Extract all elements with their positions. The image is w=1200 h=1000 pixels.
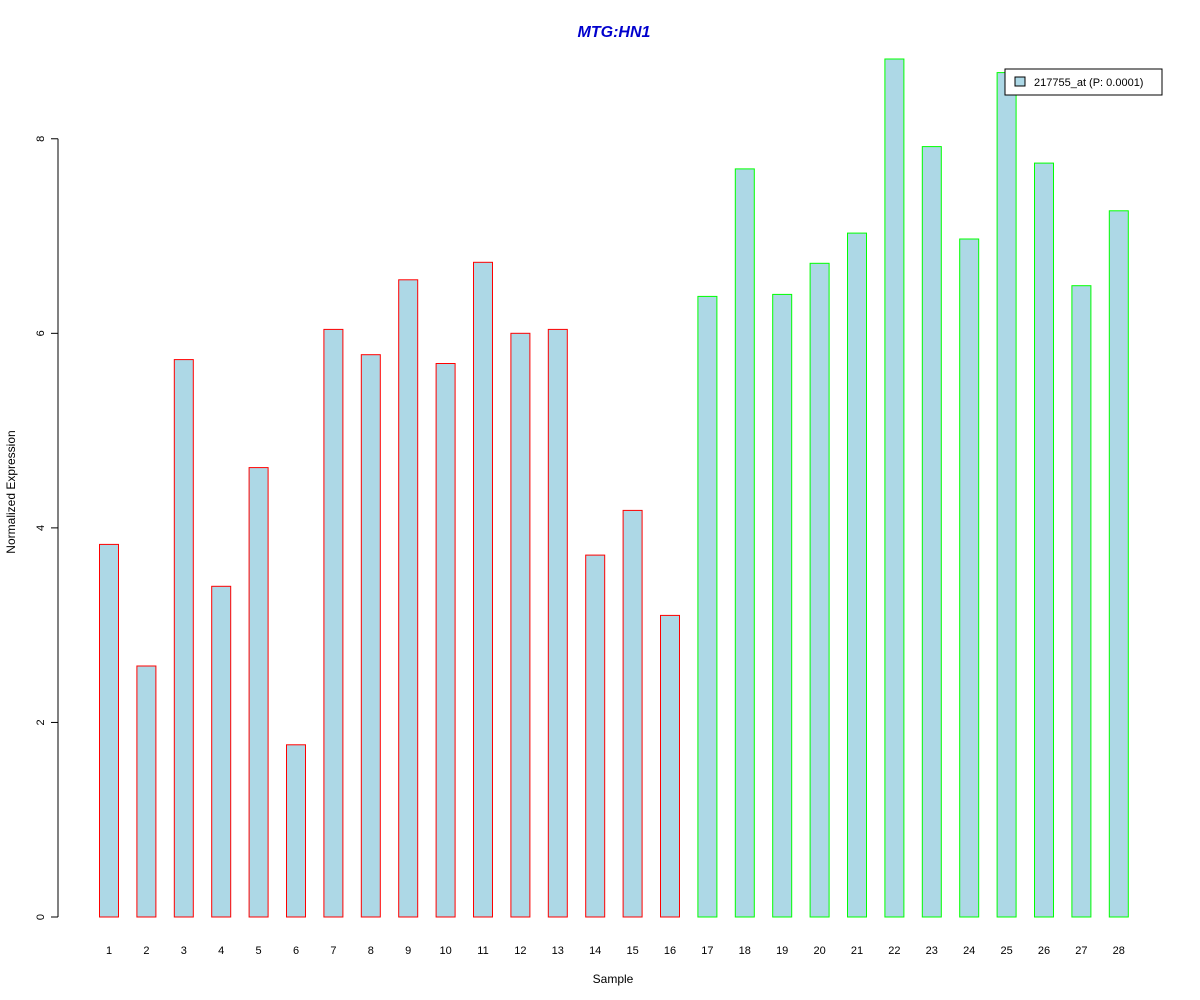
x-axis-tick-label: 27 (1075, 945, 1087, 957)
y-axis-tick-label: 6 (35, 330, 47, 336)
bar-sample-28 (1108, 210, 1129, 918)
x-axis-tick-label: 21 (851, 945, 863, 957)
x-axis-tick-label: 5 (256, 945, 262, 957)
x-axis-tick-labels: 1 2 3 4 5 6 7 8 9 10 11 12 13 14 15 16 17 18 19 20 21 22 23 24 2… (106, 945, 1125, 957)
bar-sample-27 (1071, 285, 1092, 918)
bar-sample-25 (996, 72, 1017, 918)
x-axis-tick-label: 25 (1000, 945, 1012, 957)
x-axis-tick-label: 28 (1113, 945, 1125, 957)
x-axis-tick-label: 11 (477, 945, 488, 957)
bar-sample-11 (473, 261, 493, 918)
x-axis-tick-label: 14 (589, 945, 601, 957)
y-axis: 0 2 4 6 8 (35, 136, 59, 920)
bar-sample-6 (286, 744, 306, 918)
bar-sample-12 (510, 332, 531, 918)
bar-sample-22 (884, 58, 905, 918)
bar-sample-16 (660, 614, 680, 918)
x-axis-tick-label: 18 (739, 945, 751, 957)
x-axis-tick-label: 6 (293, 945, 299, 957)
y-axis-tick-label: 2 (35, 719, 47, 725)
bar-sample-17 (697, 295, 718, 918)
x-axis-tick-label: 15 (626, 945, 638, 957)
x-axis-tick-label: 4 (218, 945, 224, 957)
x-axis-tick-label: 20 (813, 945, 825, 957)
x-axis-tick-label: 8 (368, 945, 374, 957)
x-axis-tick-label: 17 (701, 945, 713, 957)
x-axis-tick-label: 9 (405, 945, 411, 957)
legend-entry-label: 217755_at (P: 0.0001) (1034, 77, 1143, 89)
y-axis-label: Normalized Expression (4, 430, 18, 553)
bar-sample-2 (136, 665, 157, 918)
legend: 217755_at (P: 0.0001) (1004, 68, 1163, 96)
bar-sample-14 (585, 554, 606, 918)
x-axis-tick-label: 24 (963, 945, 975, 957)
x-axis-tick-label: 1 (106, 945, 112, 957)
x-axis-tick-label: 16 (664, 945, 676, 957)
bar-sample-7 (323, 328, 344, 918)
bar-sample-9 (398, 279, 419, 918)
x-axis-tick-label: 23 (926, 945, 938, 957)
bar-sample-26 (1034, 162, 1054, 918)
bar-series (99, 58, 1129, 918)
bar-sample-1 (99, 543, 119, 918)
x-axis-tick-label: 10 (439, 945, 451, 957)
bar-sample-23 (921, 146, 942, 918)
y-axis-tick-label: 4 (35, 525, 47, 531)
x-axis-label: Sample (593, 972, 634, 986)
chart-title: MTG:HN1 (578, 24, 651, 41)
bar-sample-21 (847, 232, 867, 918)
bar-sample-5 (248, 467, 269, 918)
x-axis-tick-label: 13 (552, 945, 564, 957)
x-axis-tick-label: 3 (181, 945, 187, 957)
x-axis-tick-label: 19 (776, 945, 788, 957)
bar-sample-10 (435, 363, 456, 918)
bar-sample-19 (772, 293, 793, 918)
x-axis-tick-label: 12 (514, 945, 526, 957)
y-axis-tick-label: 8 (35, 136, 47, 142)
x-axis-tick-label: 26 (1038, 945, 1050, 957)
bar-sample-3 (173, 359, 194, 918)
x-axis-tick-label: 2 (143, 945, 149, 957)
legend-box (1004, 68, 1163, 96)
y-axis-tick-label: 0 (35, 914, 47, 920)
legend-swatch (1014, 76, 1026, 87)
x-axis-tick-label: 22 (888, 945, 900, 957)
bar-sample-15 (622, 509, 643, 918)
bar-sample-20 (809, 262, 830, 918)
bar-sample-8 (360, 354, 381, 918)
bar-sample-4 (211, 585, 232, 918)
bar-sample-13 (547, 328, 568, 918)
bar-sample-24 (959, 238, 980, 918)
bar-sample-18 (734, 168, 755, 918)
x-axis-tick-label: 7 (330, 945, 336, 957)
